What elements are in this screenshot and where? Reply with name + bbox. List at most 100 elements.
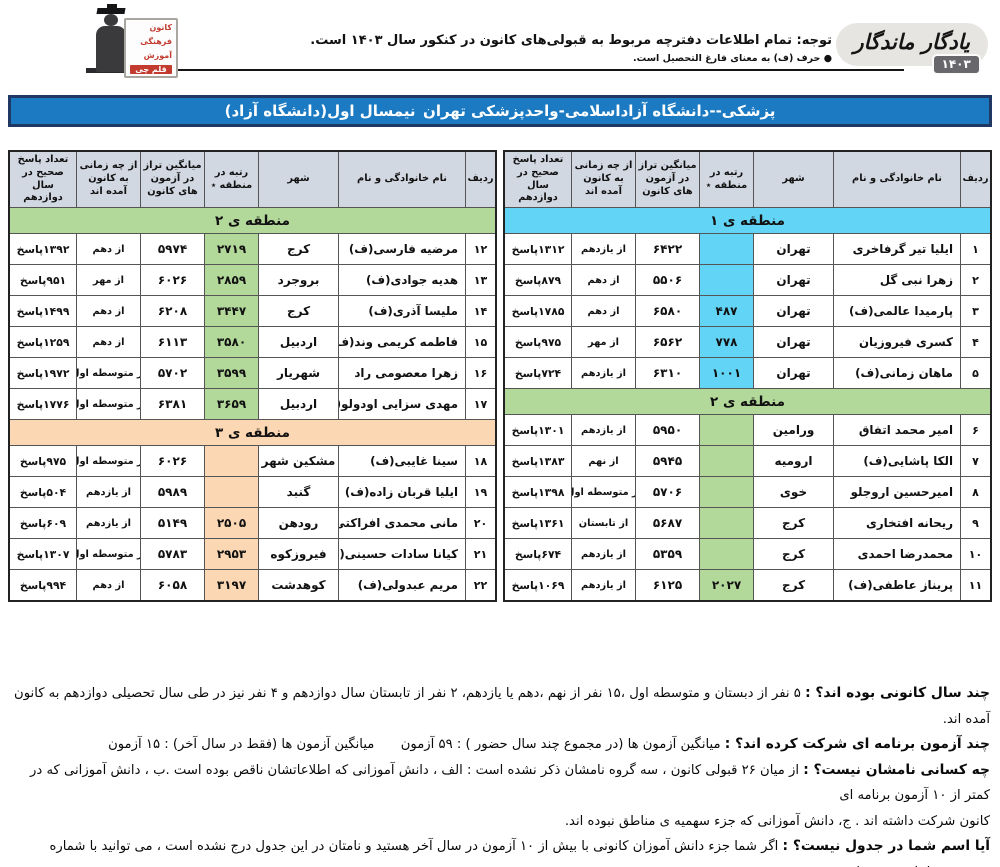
- cell-no: ۵: [960, 358, 990, 388]
- cell-avg-score: ۶۳۸۱: [140, 389, 204, 419]
- cell-answers: ۱۴۹۹پاسخ: [16, 304, 70, 318]
- cell-city: ارومیه: [753, 446, 833, 476]
- cell-city: گنبد: [258, 477, 338, 507]
- cell-since: از نهم: [571, 446, 635, 476]
- cell-avg-score: ۵۷۰۶: [635, 477, 699, 507]
- cell-name: امیرحسین اروجلو: [833, 477, 960, 507]
- cell-answers: ۱۳۸۳پاسخ: [511, 454, 565, 468]
- title-bar: پزشکی--دانشگاه آزاداسلامی-واحدپزشکی تهرا…: [8, 95, 992, 127]
- cell-avg-score: ۵۹۷۴: [140, 234, 204, 264]
- region-header: منطقه ی ۲: [505, 388, 990, 414]
- cell-region-rank: ۲۵۰۵: [204, 508, 258, 538]
- table-header-row: ردیف نام خانوادگی و نام شهر رتبه در منطق…: [505, 152, 990, 207]
- header-divider: [110, 69, 904, 71]
- footer-line-text: ۵ نفر از دبستان و متوسطه اول ،۱۵ نفر از …: [14, 686, 990, 727]
- cell-name: ایلیا تیر گرفاخری: [833, 234, 960, 264]
- cell-since: از دهم: [76, 296, 140, 326]
- cell-region-rank: ۳۵۸۰: [204, 327, 258, 357]
- cell-no: ۲۰: [465, 508, 495, 538]
- memorial-year-badge: ۱۴۰۳: [931, 54, 981, 75]
- col-since-when: از چه زمانی به کانون آمده اند: [571, 152, 635, 207]
- cell-region-rank: ۳۵۹۹: [204, 358, 258, 388]
- cell-answers: ۱۳۱۲پاسخ: [511, 242, 565, 256]
- kanoon-sign-board: کانون فرهنگی آموزش قلم چی: [124, 18, 178, 78]
- cell-region-rank: ۱۰۰۱: [699, 358, 753, 388]
- cell-name: پریناز عاطفی(ف): [833, 570, 960, 600]
- cell-city: مشکین شهر: [258, 446, 338, 476]
- cell-since: از دهم: [76, 327, 140, 357]
- cell-answers: ۹۹۴پاسخ: [19, 578, 67, 592]
- cell-no: ۱۵: [465, 327, 495, 357]
- cell-no: ۲: [960, 265, 990, 295]
- cell-avg-score: ۵۵۰۶: [635, 265, 699, 295]
- cell-city: خوی: [753, 477, 833, 507]
- cell-city: کرج: [258, 296, 338, 326]
- cell-region-rank: [699, 477, 753, 507]
- table-right: ردیف نام خانوادگی و نام شهر رتبه در منطق…: [503, 150, 992, 602]
- footer-line: چه کسانی نامشان نیست؟ : از میان ۲۶ قبولی…: [8, 758, 990, 809]
- cell-region-rank: [699, 415, 753, 445]
- footer-line-text: از میان ۲۶ قبولی کانون ، سه گروه نامشان …: [30, 762, 990, 804]
- cell-region-rank: ۷۷۸: [699, 327, 753, 357]
- cell-name: ملیسا آذری(ف): [338, 296, 465, 326]
- table-row: ۱۲ مرضیه فارسی(ف) کرج ۲۷۱۹ ۵۹۷۴ از دهم ۱۳۹۲پاس…: [10, 233, 495, 264]
- cell-city: تهران: [753, 265, 833, 295]
- footer-line-text: اگر شما جزء دانش آموزان کانونی با بیش از…: [49, 839, 991, 867]
- footer-line: چند سال کانونی بوده اند؟ : ۵ نفر از دبست…: [8, 681, 990, 732]
- cell-name: ایلیا قربان زاده(ف): [338, 477, 465, 507]
- cell-answers: ۱۳۹۸پاسخ: [511, 485, 565, 499]
- cell-answers: ۹۷۵پاسخ: [19, 454, 67, 468]
- table-row: ۱۹ ایلیا قربان زاده(ف) گنبد ۵۹۸۹ از یازدهم ۵۰…: [10, 476, 495, 507]
- cell-city: اردبیل: [258, 389, 338, 419]
- cell-city: بروجرد: [258, 265, 338, 295]
- brand-line-highlight: قلم چی: [130, 64, 172, 74]
- cell-city: رودهن: [258, 508, 338, 538]
- cell-no: ۱۹: [465, 477, 495, 507]
- cell-answers: ۱۳۰۱پاسخ: [511, 423, 565, 437]
- brand-line: فرهنگی: [140, 36, 172, 46]
- cell-name: امیر محمد اتفاق: [833, 415, 960, 445]
- footer-line: آیا اسم شما در جدول نیست؟ : اگر شما جزء …: [8, 834, 991, 867]
- table-row: ۷ الکا پاشایی(ف) ارومیه ۵۹۴۵ از نهم ۱۳۸۳پاسخ: [505, 445, 990, 476]
- cell-answers: ۵۰۴پاسخ: [19, 485, 67, 499]
- cell-answers: ۹۵۱پاسخ: [19, 273, 67, 287]
- table-row: ۱ ایلیا تیر گرفاخری تهران ۶۴۲۲ از یازدهم ۱۳۱۲…: [505, 233, 990, 264]
- cell-answers: ۱۳۹۲پاسخ: [16, 242, 70, 256]
- cell-city: تهران: [753, 296, 833, 326]
- col-full-name: نام خانوادگی و نام: [833, 152, 960, 207]
- cell-since: از یازدهم: [571, 570, 635, 600]
- memorial-logo-text: یادگار ماندگار: [835, 23, 988, 66]
- cell-no: ۸: [960, 477, 990, 507]
- cell-since: از دهم: [571, 265, 635, 295]
- brand-line: آموزش: [143, 50, 172, 60]
- cell-avg-score: ۶۴۲۲: [635, 234, 699, 264]
- cell-region-rank: ۳۴۴۷: [204, 296, 258, 326]
- cell-since: از یازدهم: [571, 234, 635, 264]
- col-avg-score: میانگین تراز در آزمون های کانون: [635, 152, 699, 207]
- table-row: ۹ ریحانه افتخاری کرج ۵۶۸۷ از تابستان ۱۳۶۱پاسخ: [505, 507, 990, 538]
- col-city: شهر: [258, 152, 338, 207]
- table-row: ۵ ماهان زمانی(ف) تهران ۱۰۰۱ ۶۳۱۰ از یازدهم ۷۲۴…: [505, 357, 990, 388]
- cell-city: تهران: [753, 234, 833, 264]
- col-avg-score: میانگین تراز در آزمون های کانون: [140, 152, 204, 207]
- cell-no: ۱۸: [465, 446, 495, 476]
- cell-no: ۱۲: [465, 234, 495, 264]
- table-row: ۲ زهرا نبی گل تهران ۵۵۰۶ از دهم ۸۷۹پاسخ: [505, 264, 990, 295]
- footer-line: چند آزمون برنامه ای شرکت کرده اند؟ : میا…: [8, 732, 990, 758]
- cell-no: ۹: [960, 508, 990, 538]
- cell-avg-score: ۵۷۰۲: [140, 358, 204, 388]
- cell-no: ۲۱: [465, 539, 495, 569]
- cell-since: از یازدهم: [76, 508, 140, 538]
- cell-region-rank: [699, 234, 753, 264]
- cell-city: تهران: [753, 327, 833, 357]
- cell-city: کوهدشت: [258, 570, 338, 600]
- cell-city: شهریار: [258, 358, 338, 388]
- cell-avg-score: ۶۵۸۰: [635, 296, 699, 326]
- cell-name: زهرا نبی گل: [833, 265, 960, 295]
- cell-since: از مهر: [571, 327, 635, 357]
- cell-name: فاطمه کریمی وند(ف): [338, 327, 465, 357]
